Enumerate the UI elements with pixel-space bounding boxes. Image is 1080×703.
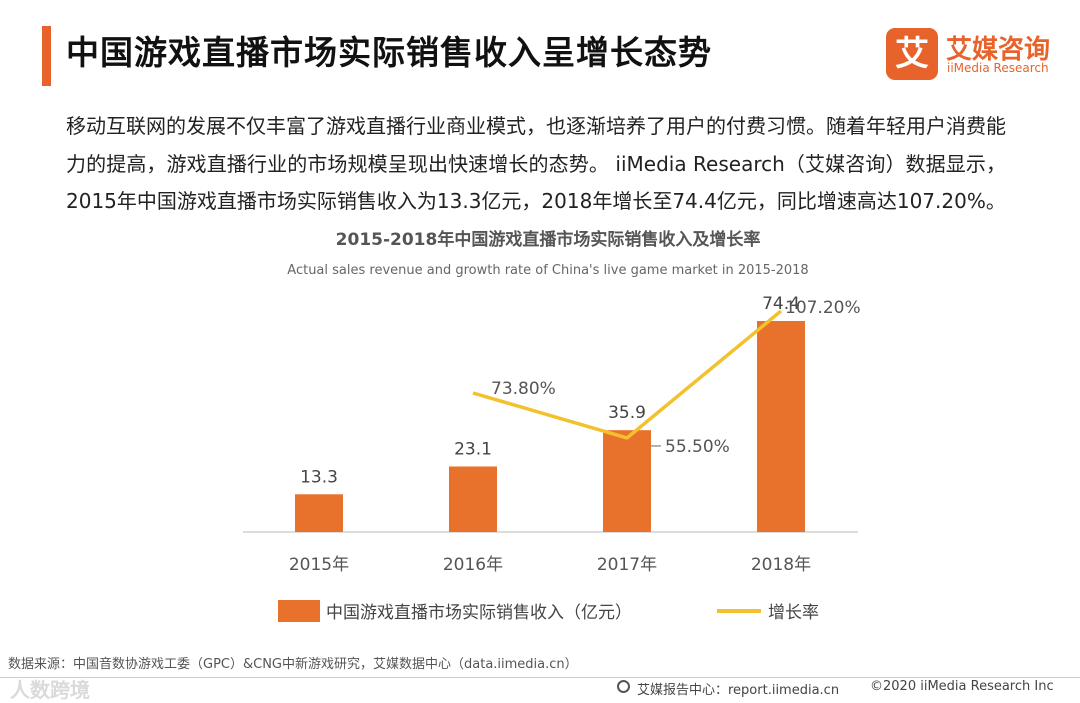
logo-chinese-name: 艾媒咨询 xyxy=(946,35,1051,65)
revenue-bar xyxy=(449,466,497,532)
growth-value-label: 55.50% xyxy=(665,437,730,457)
globe-icon xyxy=(617,680,630,693)
chart-title: 2015-2018年中国游戏直播市场实际销售收入及增长率 xyxy=(336,229,761,250)
chart-subtitle: Actual sales revenue and growth rate of … xyxy=(287,263,808,278)
revenue-value-label: 74.4 xyxy=(762,294,800,314)
x-tick-label: 2018年 xyxy=(751,555,811,575)
revenue-bar xyxy=(757,321,805,532)
title-accent-bar xyxy=(42,26,51,86)
revenue-bar xyxy=(295,494,343,532)
x-tick-label: 2016年 xyxy=(443,555,503,575)
legend-revenue-swatch xyxy=(278,600,320,622)
logo-english-name: iiMedia Research xyxy=(947,61,1049,75)
growth-value-label: 73.80% xyxy=(491,379,556,399)
logo-mark: 艾 xyxy=(886,28,938,80)
growth-value-label: 107.20% xyxy=(785,298,861,318)
footer-divider xyxy=(0,677,1080,678)
page-title: 中国游戏直播市场实际销售收入呈增长态势 xyxy=(66,33,712,72)
report-center-link[interactable]: 艾媒报告中心：report.iimedia.cn xyxy=(637,683,840,698)
x-tick-label: 2015年 xyxy=(289,555,349,575)
x-tick-label: 2017年 xyxy=(597,555,657,575)
revenue-growth-chart: 2015-2018年中国游戏直播市场实际销售收入及增长率 Actual sale… xyxy=(243,229,861,623)
revenue-value-label: 23.1 xyxy=(454,439,492,459)
copyright-text: ©2020 iiMedia Research Inc xyxy=(870,679,1054,694)
data-source-note: 数据来源：中国音数协游戏工委（GPC）&CNG中新游戏研究，艾媒数据中心（dat… xyxy=(8,657,578,672)
legend-revenue-label: 中国游戏直播市场实际销售收入（亿元） xyxy=(326,603,632,623)
brand-logo: 艾 艾媒咨询 iiMedia Research xyxy=(886,28,1066,80)
revenue-bar xyxy=(603,430,651,532)
intro-paragraph: 移动互联网的发展不仅丰富了游戏直播行业商业模式，也逐渐培养了用户的付费习惯。随着… xyxy=(66,114,1006,213)
growth-rate-line xyxy=(472,309,783,440)
revenue-value-label: 35.9 xyxy=(608,403,646,423)
watermark-text: 人数跨境 xyxy=(10,678,90,702)
revenue-value-label: 13.3 xyxy=(300,467,338,487)
legend-growth-label: 增长率 xyxy=(768,603,819,623)
